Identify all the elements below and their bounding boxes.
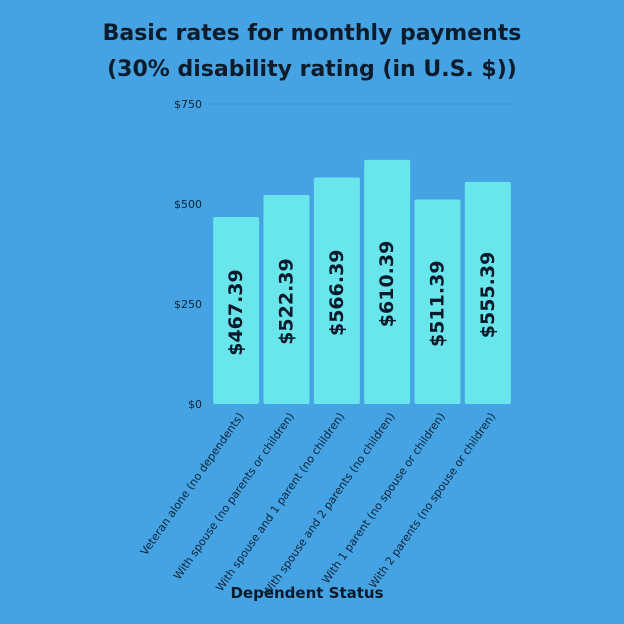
bar: [263, 195, 310, 404]
bar: [414, 199, 461, 404]
y-axis: $0 $250 $500 $750: [174, 98, 512, 411]
bar-value-label: $610.39: [376, 241, 398, 328]
chart-title-line-2: (30% disability rating (in U.S. $)): [107, 57, 517, 82]
bar: [464, 181, 511, 404]
bar-value-label: $555.39: [477, 252, 499, 339]
bars: $467.39 $522.39 $566.39 $610.39 $511.39 $555.…: [213, 159, 511, 404]
y-tick-label: $750: [174, 98, 202, 111]
chart-title-line-1: Basic rates for monthly payments: [103, 21, 522, 46]
y-tick-label: $0: [188, 398, 202, 411]
bar-value-label: $566.39: [326, 249, 348, 336]
bar: [213, 217, 260, 404]
bar-value-label: $467.39: [225, 269, 247, 356]
y-tick-label: $250: [174, 298, 202, 311]
bar-value-label: $522.39: [276, 258, 298, 345]
bar: [364, 159, 411, 404]
x-axis-label: Dependent Status: [230, 584, 383, 602]
bar-value-label: $511.39: [427, 260, 449, 347]
bar: [313, 177, 360, 404]
category-labels: Veteran alone (no dependents)With spouse…: [138, 410, 498, 598]
y-tick-label: $500: [174, 198, 202, 211]
x-tick-label: Veteran alone (no dependents): [138, 410, 247, 558]
